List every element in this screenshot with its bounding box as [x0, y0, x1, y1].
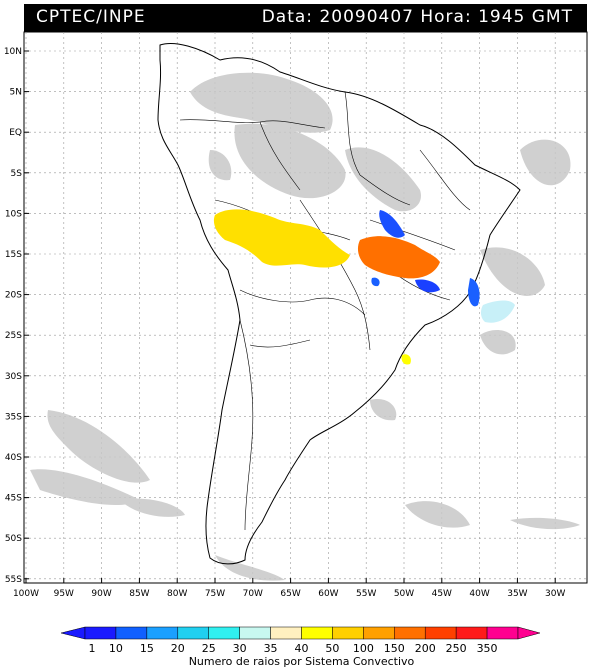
lon-label: 65W	[280, 589, 300, 599]
colorbar-swatch	[486, 626, 519, 640]
datetime-label: Data: 20090407 Hora: 1945 GMT	[261, 7, 573, 27]
lon-label: 95W	[54, 589, 74, 599]
colorbar-swatch	[424, 626, 457, 640]
colorbar-value: 150	[384, 642, 405, 655]
lat-label: EQ	[9, 128, 22, 138]
colorbar-value: 35	[264, 642, 278, 655]
colorbar: 1 10 15 20 25 30 35 40 50 100 150 200 250 350 Numero d…	[60, 626, 541, 668]
lon-label: 35W	[507, 589, 527, 599]
lat-label: 15S	[5, 250, 22, 260]
colorbar-value: 250	[446, 642, 467, 655]
lat-label: 55S	[5, 575, 22, 585]
lat-label: 40S	[5, 453, 22, 463]
colorbar-swatch	[208, 626, 240, 640]
lon-label: 80W	[167, 589, 187, 599]
country-borders	[179, 91, 471, 531]
cloud-cover	[30, 72, 580, 581]
colorbar-value: 50	[325, 642, 339, 655]
colorbar-swatch	[363, 626, 395, 640]
lat-label: 45S	[5, 494, 22, 504]
latitude-labels: 10N 5N EQ 5S 10S 15S 20S 25S 30S 35S 40S 45S 50S 55S	[4, 47, 29, 585]
colorbar-swatch	[332, 626, 364, 640]
lon-label: 55W	[356, 589, 376, 599]
colorbar-value: 100	[353, 642, 374, 655]
lon-label: 40W	[469, 589, 489, 599]
colorbar-value: 15	[140, 642, 154, 655]
lat-label: 25S	[5, 331, 22, 341]
colorbar-value: 20	[171, 642, 185, 655]
lat-label: 5S	[11, 169, 23, 179]
colorbar-swatch	[84, 626, 117, 640]
source-label: CPTEC/INPE	[36, 7, 146, 27]
colorbar-swatch	[270, 626, 302, 640]
colorbar-value: 1	[89, 642, 96, 655]
colorbar-arrow-left	[60, 626, 86, 640]
longitude-labels: 100W 95W 90W 85W 80W 75W 70W 65W 60W 55W 50W 45W 40W…	[13, 578, 565, 599]
colorbar-value: 10	[109, 642, 123, 655]
colorbar-swatch	[301, 626, 333, 640]
lon-label: 90W	[91, 589, 111, 599]
colorbar-value: 200	[415, 642, 436, 655]
coastlines	[157, 42, 521, 565]
lat-label: 5N	[10, 88, 22, 98]
convective-systems	[213, 209, 515, 365]
colorbar-swatch	[394, 626, 426, 640]
lon-label: 100W	[13, 589, 39, 599]
colorbar-swatch	[455, 626, 488, 640]
lat-label: 20S	[5, 291, 22, 301]
colorbar-value: 30	[233, 642, 247, 655]
colorbar-swatch	[239, 626, 271, 640]
map-header: CPTEC/INPE Data: 20090407 Hora: 1945 GMT	[24, 4, 587, 32]
lat-label: 35S	[5, 412, 22, 422]
colorbar-arrow-right	[517, 626, 541, 640]
lon-label: 30W	[545, 589, 565, 599]
lat-label: 10N	[4, 47, 22, 57]
lon-label: 50W	[394, 589, 414, 599]
lon-label: 70W	[243, 589, 263, 599]
lon-label: 75W	[205, 589, 225, 599]
colorbar-value: 40	[295, 642, 309, 655]
colorbar-value: 25	[202, 642, 216, 655]
lon-label: 85W	[129, 589, 149, 599]
lon-label: 45W	[432, 589, 452, 599]
lon-label: 60W	[318, 589, 338, 599]
colorbar-swatch	[146, 626, 179, 640]
colorbar-swatch	[115, 626, 148, 640]
lat-label: 50S	[5, 534, 22, 544]
lat-label: 30S	[5, 372, 22, 382]
colorbar-value: 350	[477, 642, 498, 655]
lat-label: 10S	[5, 209, 22, 219]
colorbar-swatch	[177, 626, 209, 640]
colorbar-title: Numero de raios por Sistema Convectivo	[189, 655, 415, 668]
